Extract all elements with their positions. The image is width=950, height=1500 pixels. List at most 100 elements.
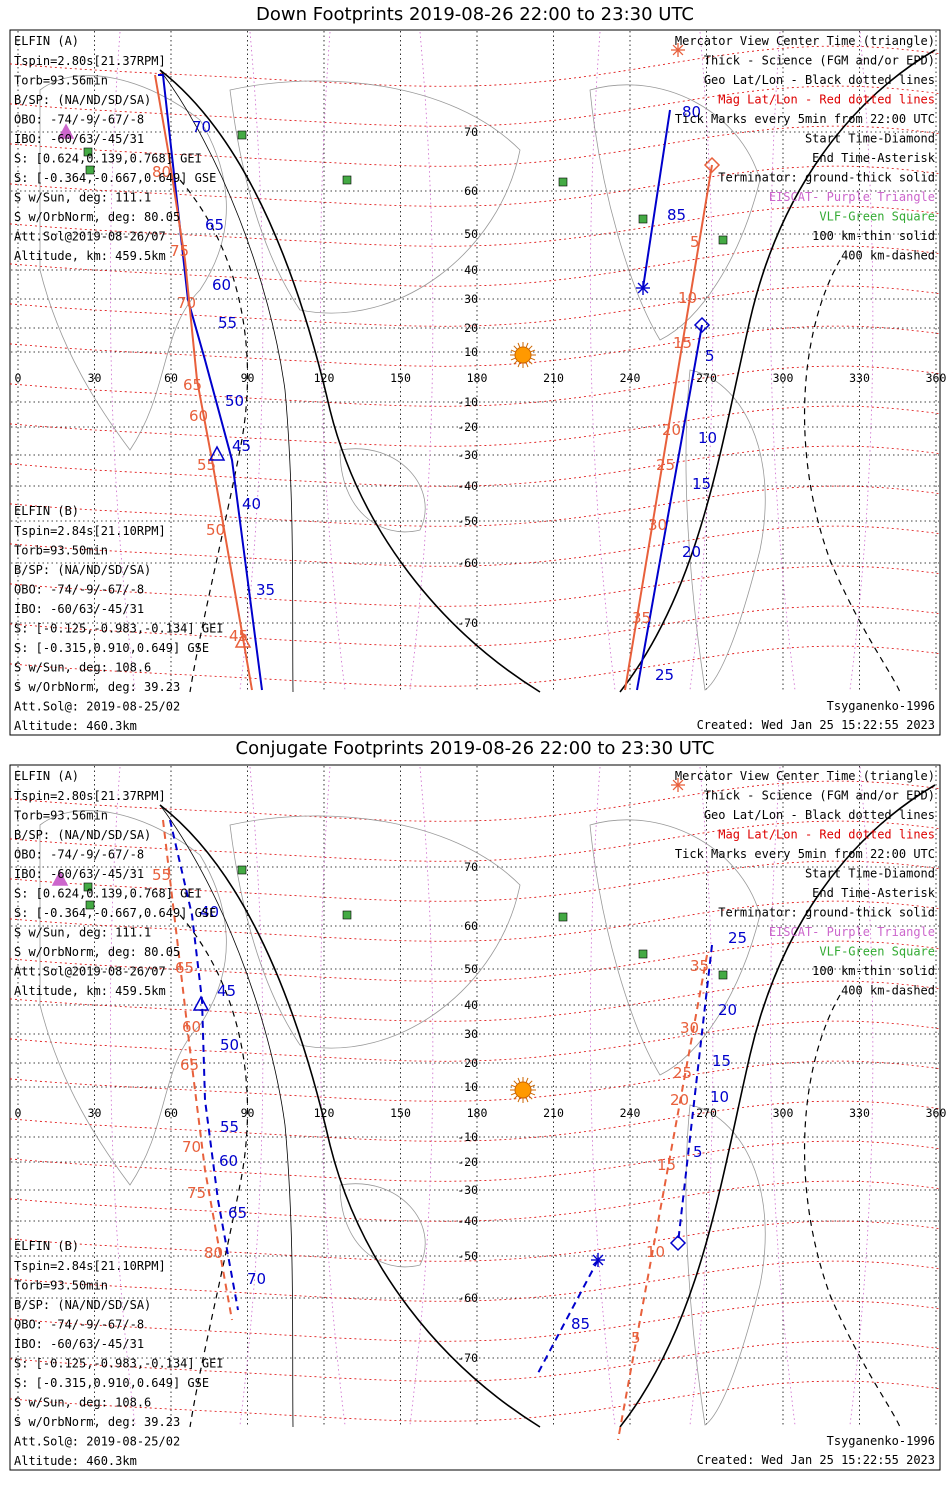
mag-parallel bbox=[9, 1020, 941, 1062]
elfin-a-tick-label: 45 bbox=[217, 982, 236, 1000]
vlf-square bbox=[85, 165, 95, 175]
elfin-a-tick-label: 5 bbox=[705, 347, 715, 365]
view-center-triangle bbox=[57, 123, 75, 139]
mag-parallel bbox=[9, 1140, 941, 1182]
elfin-a-info-line: S: [-0.364,-0.667,0.649] GSE bbox=[14, 906, 216, 920]
elfin-b-track-east bbox=[617, 954, 708, 1441]
latitude-label: 10 bbox=[464, 345, 478, 359]
mag-parallel bbox=[9, 445, 941, 487]
end-time-asterisk bbox=[591, 1253, 605, 1267]
longitude-label: 210 bbox=[543, 371, 564, 385]
continent-outline bbox=[39, 810, 227, 1186]
elfin-a-info-line: Torb=93.56min bbox=[14, 809, 108, 823]
panel-title-conjugate: Conjugate Footprints 2019-08-26 22:00 to… bbox=[235, 738, 715, 759]
elfin-a-tick-label: 55 bbox=[220, 1118, 239, 1136]
elfin-b-info-line: S w/Sun, deg: 108.6 bbox=[14, 1396, 151, 1410]
continent-outline bbox=[229, 80, 521, 314]
elfin-b-tick-label: 25 bbox=[656, 456, 675, 474]
elfin-b-tick-label: 5 bbox=[631, 1329, 641, 1347]
vlf-square bbox=[85, 900, 95, 910]
legend: Mercator View Center Time (triangle) Thic… bbox=[675, 769, 936, 998]
elfin-b-tick-label: 65 bbox=[183, 376, 202, 394]
mag-meridians bbox=[109, 766, 874, 1426]
elfin-a-track-east bbox=[536, 1259, 599, 1376]
legend-item: 100 km-thin solid bbox=[812, 229, 935, 243]
elfin-a-track-south bbox=[677, 944, 713, 1244]
elfin-a-info-line: Att.Sol@2019-08-26/07 bbox=[14, 965, 166, 979]
elfin-a-tick-label: 20 bbox=[682, 543, 701, 561]
longitude-label: 0 bbox=[15, 1106, 22, 1120]
elfin-b-info-line: S: [-0.315,0.910,0.649] GSE bbox=[14, 1376, 209, 1390]
latitude-label: 70 bbox=[464, 125, 478, 139]
elfin-a-tick-label: 55 bbox=[218, 314, 237, 332]
legend-item: 100 km-thin solid bbox=[812, 964, 935, 978]
legend: Mercator View Center Time (triangle) Thic… bbox=[675, 34, 936, 263]
elfin-b-name: ELFIN (B) bbox=[14, 504, 79, 518]
elfin-b-info-line: Tspin=2.84s[21.10RPM] bbox=[14, 524, 166, 538]
vlf-square bbox=[718, 235, 728, 245]
mag-parallel bbox=[9, 205, 941, 247]
latitude-label: -30 bbox=[457, 1183, 478, 1197]
longitude-label: 120 bbox=[314, 1106, 335, 1120]
elfin-a-name: ELFIN (A) bbox=[14, 34, 79, 48]
elfin-a-tick-label: 15 bbox=[692, 475, 711, 493]
longitude-label: 330 bbox=[849, 1106, 870, 1120]
latitude-label: 20 bbox=[464, 1056, 478, 1070]
mag-meridian bbox=[109, 31, 136, 691]
mag-parallel bbox=[9, 1180, 941, 1222]
longitude-label: 330 bbox=[849, 371, 870, 385]
elfin-b-tick-label: 35 bbox=[632, 609, 651, 627]
mag-parallel bbox=[9, 940, 941, 982]
elfin-b-tick-label: 20 bbox=[670, 1091, 689, 1109]
vlf-square bbox=[558, 177, 568, 187]
mag-parallel bbox=[9, 1060, 941, 1102]
elfin-b-track-east bbox=[624, 164, 713, 691]
mag-parallel bbox=[9, 645, 941, 687]
contour-400km-left bbox=[179, 179, 249, 693]
sun-icon bbox=[510, 342, 536, 368]
mag-parallel bbox=[9, 485, 941, 527]
elfin-a-info-line: Tspin=2.80s[21.37RPM] bbox=[14, 54, 166, 68]
elfin-a-info-line: S w/OrbNorm, deg: 80.05 bbox=[14, 945, 180, 959]
mag-parallel bbox=[9, 1380, 941, 1422]
elfin-a-tick-label: 85 bbox=[571, 1315, 590, 1333]
legend-item: End Time-Asterisk bbox=[812, 886, 936, 900]
latitude-label: -50 bbox=[457, 514, 478, 528]
elfin-b-name: ELFIN (B) bbox=[14, 1239, 79, 1253]
legend-item: Tick Marks every 5min from 22:00 UTC bbox=[675, 112, 935, 126]
elfin-a-info-line: IBO: -60/63/-45/31 bbox=[14, 132, 144, 146]
longitude-label: 210 bbox=[543, 1106, 564, 1120]
longitude-label: 240 bbox=[620, 1106, 641, 1120]
elfin-b-tick-label: 50 bbox=[206, 521, 225, 539]
mag-parallel bbox=[9, 820, 941, 862]
elfin-a-tick-label: 70 bbox=[192, 118, 211, 136]
longitude-label: 90 bbox=[241, 371, 255, 385]
legend-item: Thick - Science (FGM and/or EPD) bbox=[704, 789, 935, 803]
elfin-b-tick-label: 45 bbox=[229, 627, 248, 645]
latitude-label: -40 bbox=[457, 1214, 478, 1228]
longitude-label: 300 bbox=[773, 1106, 794, 1120]
view-center-triangle bbox=[192, 995, 210, 1011]
latitude-label: -50 bbox=[457, 1249, 478, 1263]
elfin-a-info-line: B/SP: (NA/ND/SD/SA) bbox=[14, 93, 151, 107]
mag-meridian bbox=[319, 31, 346, 691]
latitude-label: -30 bbox=[457, 448, 478, 462]
elfin-a-info-line: S: [-0.364,-0.667,0.649] GSE bbox=[14, 171, 216, 185]
elfin-a-tick-label: 65 bbox=[228, 1204, 247, 1222]
elfin-a-info-line: Torb=93.56min bbox=[14, 74, 108, 88]
elfin-b-tick-label: 65 bbox=[175, 959, 194, 977]
elfin-b-tick-label: 65 bbox=[180, 1056, 199, 1074]
elfin-b-tick-label: 15 bbox=[673, 334, 692, 352]
terminator-left bbox=[159, 804, 541, 1428]
longitude-label: 240 bbox=[620, 371, 641, 385]
terminator-right bbox=[619, 784, 936, 1428]
elfin-a-info-line: Tspin=2.80s[21.37RPM] bbox=[14, 789, 166, 803]
elfin-a-tick-label: 60 bbox=[212, 276, 231, 294]
elfin-a-tick-label: 10 bbox=[710, 1088, 729, 1106]
longitude-label: 150 bbox=[390, 1106, 411, 1120]
start-time-diamond bbox=[703, 156, 721, 174]
created-timestamp: Created: Wed Jan 25 15:22:55 2023 bbox=[697, 718, 935, 732]
elfin-a-tick-label: 5 bbox=[693, 1143, 703, 1161]
elfin-b-tick-label: 60 bbox=[189, 407, 208, 425]
latitude-label: 50 bbox=[464, 962, 478, 976]
